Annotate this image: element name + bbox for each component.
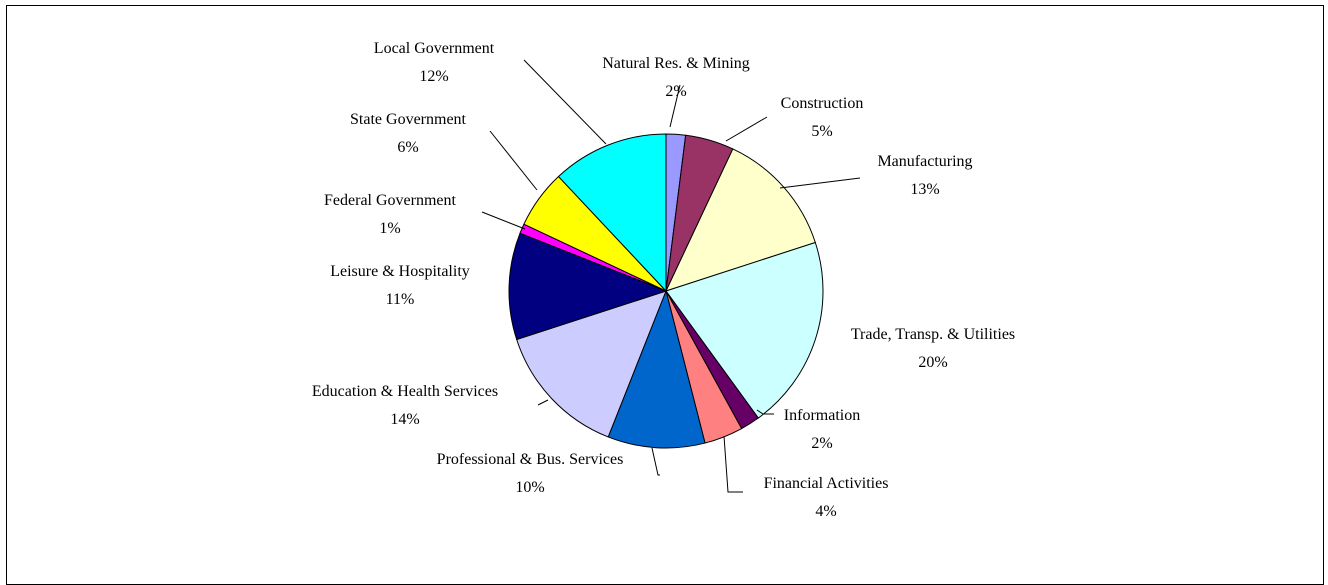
slice-label-federal-government: Federal Government 1% <box>324 192 457 237</box>
leader-line-local-government <box>523 59 607 145</box>
leader-line-federal-government <box>481 211 526 230</box>
slice-label-information: Information 2% <box>784 407 860 452</box>
slice-label-name: Professional & Bus. Services <box>437 451 624 468</box>
slice-label-professional-and-bus-services: Professional & Bus. Services 10% <box>437 451 624 496</box>
leader-line-professional-and-bus-services <box>651 447 660 476</box>
slice-label-leisure-and-hospitality: Leisure & Hospitality 11% <box>330 263 470 308</box>
pie-slice-professional-and-bus-services <box>607 289 706 449</box>
slice-labels: Natural Res. & Mining 2% Construction 5% Man… <box>312 40 1015 520</box>
slice-label-education-and-health-services: Education & Health Services 14% <box>312 383 498 428</box>
slice-label-percent: 20% <box>918 354 947 371</box>
slice-label-name: Natural Res. & Mining <box>602 55 750 72</box>
slice-label-percent: 11% <box>386 291 415 308</box>
slice-label-state-government: State Government 6% <box>350 111 467 156</box>
slice-label-percent: 6% <box>397 139 418 156</box>
slice-label-percent: 10% <box>515 479 544 496</box>
slice-label-percent: 5% <box>811 123 832 140</box>
slice-label-percent: 2% <box>811 435 832 452</box>
slice-label-name: Federal Government <box>324 192 457 209</box>
slice-label-construction: Construction 5% <box>781 95 864 140</box>
pie-slice-leisure-and-hospitality <box>508 232 668 341</box>
slice-label-percent: 1% <box>379 220 400 237</box>
pie-slice-local-government <box>557 133 667 293</box>
slice-label-financial-activities: Financial Activities 4% <box>764 475 889 520</box>
leader-line-state-government <box>489 130 538 191</box>
slice-label-name: Financial Activities <box>764 475 889 492</box>
slice-label-percent: 12% <box>419 68 448 85</box>
leader-line-manufacturing <box>779 177 861 189</box>
slice-label-name: Trade, Transp. & Utilities <box>851 326 1015 343</box>
leader-line-information <box>756 409 774 415</box>
slice-label-name: Manufacturing <box>877 153 972 170</box>
slice-label-manufacturing: Manufacturing 13% <box>877 153 972 198</box>
slice-label-percent: 13% <box>910 181 939 198</box>
leader-line-natural-res-and-mining <box>669 84 681 128</box>
slice-label-natural-res-and-mining: Natural Res. & Mining 2% <box>602 55 750 100</box>
slice-label-local-government: Local Government 12% <box>374 40 495 85</box>
pie-slice-trade-transp-and-utilities <box>665 241 824 419</box>
slice-label-trade-transp-and-utilities: Trade, Transp. & Utilities 20% <box>851 326 1015 371</box>
leader-line-education-and-health-services <box>537 399 549 406</box>
slice-label-name: Construction <box>781 95 864 112</box>
slice-label-percent: 4% <box>815 503 836 520</box>
slice-label-percent: 14% <box>390 411 419 428</box>
slice-label-name: Education & Health Services <box>312 383 498 400</box>
leader-line-financial-activities <box>723 435 743 493</box>
leader-line-construction <box>725 116 768 142</box>
leader-lines <box>481 59 861 493</box>
slice-label-name: State Government <box>350 111 467 128</box>
slice-label-name: Leisure & Hospitality <box>330 263 470 280</box>
pie-slices <box>508 133 824 449</box>
slice-label-percent: 2% <box>665 83 686 100</box>
slice-label-name: Local Government <box>374 40 495 57</box>
slice-label-name: Information <box>784 407 860 424</box>
